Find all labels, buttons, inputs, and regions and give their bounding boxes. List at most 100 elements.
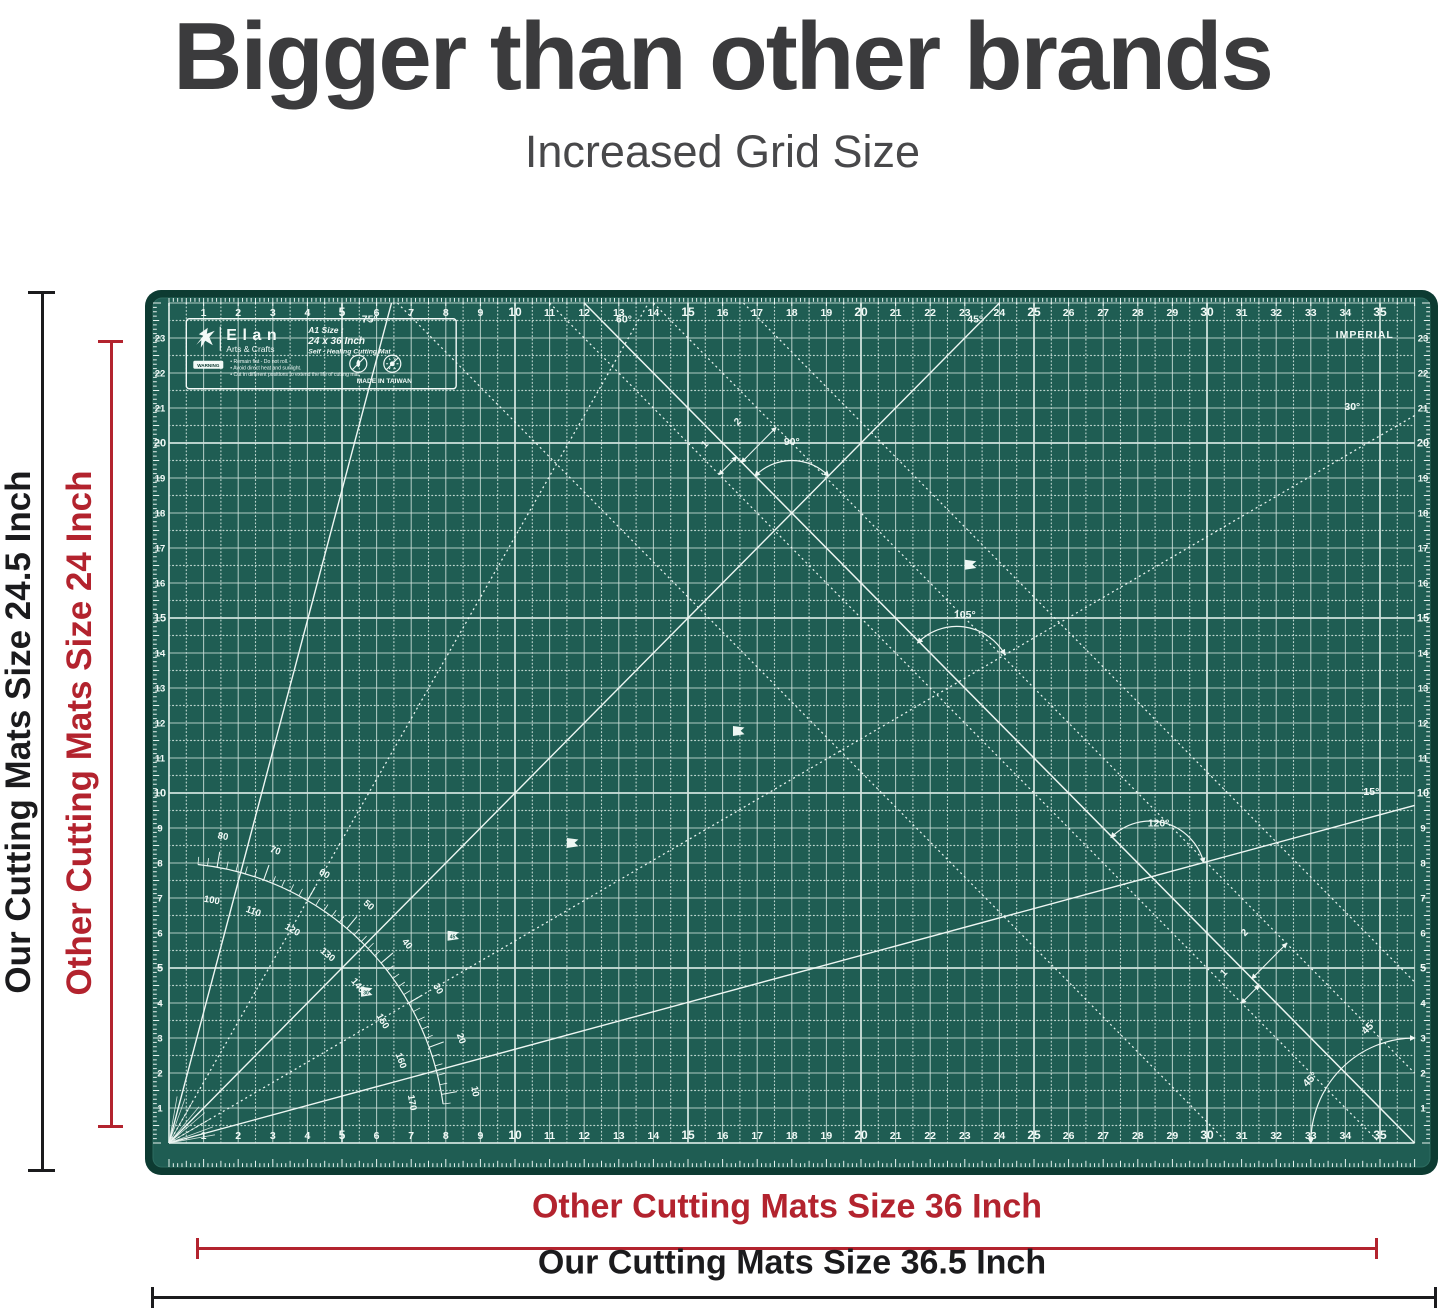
svg-text:21: 21 xyxy=(1418,404,1429,415)
svg-text:22: 22 xyxy=(1418,369,1429,380)
svg-text:Arts & Crafts: Arts & Crafts xyxy=(226,344,274,354)
svg-text:160: 160 xyxy=(393,1051,409,1070)
svg-text:25: 25 xyxy=(1027,1128,1041,1142)
angle-arc xyxy=(1307,1035,1416,1145)
page-subtitle: Increased Grid Size xyxy=(524,126,921,177)
measure-cap xyxy=(196,1238,199,1259)
svg-text:6: 6 xyxy=(157,929,162,940)
svg-text:A1 Size :: A1 Size : xyxy=(307,325,344,335)
measure-cap xyxy=(1375,1238,1378,1259)
svg-text:9: 9 xyxy=(1420,824,1425,835)
measure-line-vertical-black xyxy=(41,292,44,1171)
svg-text:28: 28 xyxy=(1132,1130,1144,1142)
svg-text:5: 5 xyxy=(339,1128,346,1142)
svg-text:31: 31 xyxy=(1236,1130,1248,1142)
svg-text:45: 45 xyxy=(450,934,456,940)
no-flame-icon xyxy=(349,354,368,373)
svg-text:24 x 36 Inch: 24 x 36 Inch xyxy=(307,336,365,347)
angle-rays xyxy=(168,302,1415,1144)
svg-text:8: 8 xyxy=(443,1130,449,1142)
svg-text:23: 23 xyxy=(959,1130,971,1142)
svg-text:Self - Healing Cutting Mat: Self - Healing Cutting Mat xyxy=(308,348,391,355)
svg-text:4: 4 xyxy=(304,307,310,319)
flag-icon xyxy=(964,559,977,571)
svg-text:29: 29 xyxy=(1167,307,1179,319)
flag-icon xyxy=(361,986,373,998)
measure-cap xyxy=(151,1287,154,1308)
svg-text:15: 15 xyxy=(681,1128,695,1142)
svg-text:22: 22 xyxy=(924,1130,936,1142)
svg-text:14: 14 xyxy=(1418,649,1429,660)
measure-label-other-width: Other Cutting Mats Size 36 Inch xyxy=(531,1187,1043,1226)
svg-text:27: 27 xyxy=(1097,307,1109,319)
svg-text:10: 10 xyxy=(468,1085,481,1097)
svg-text:7: 7 xyxy=(1420,894,1425,905)
svg-text:30: 30 xyxy=(430,982,445,997)
svg-text:20: 20 xyxy=(1417,438,1429,450)
svg-text:14: 14 xyxy=(648,1130,660,1142)
svg-text:110: 110 xyxy=(244,904,262,920)
svg-text:29: 29 xyxy=(1167,1130,1179,1142)
svg-text:18: 18 xyxy=(786,1130,798,1142)
svg-text:• Avoid direct heat and sunlig: • Avoid direct heat and sunlight. xyxy=(230,365,301,371)
measure-cap xyxy=(28,1169,55,1172)
ruler-numbers: 1 2 3 4 5 6 7 8 9 10 11 12 13 14 15 16 17 18 19 20 21 22 23 24 2… xyxy=(154,305,1429,1142)
flag-icon xyxy=(732,726,745,737)
svg-text:22: 22 xyxy=(924,307,936,319)
svg-text:21: 21 xyxy=(890,1130,902,1142)
measure-line-horizontal-black xyxy=(151,1296,1437,1299)
svg-text:13: 13 xyxy=(155,684,166,695)
flag-markers: 45 30 xyxy=(361,559,977,998)
svg-text:27: 27 xyxy=(1097,1130,1109,1142)
svg-text:1: 1 xyxy=(201,307,207,319)
svg-text:11: 11 xyxy=(544,1130,555,1142)
svg-text:3: 3 xyxy=(1420,1034,1425,1045)
svg-text:MADE IN TAIWAN: MADE IN TAIWAN xyxy=(357,378,412,385)
svg-text:17: 17 xyxy=(751,307,763,319)
svg-text:7: 7 xyxy=(408,307,414,319)
svg-text:6: 6 xyxy=(374,307,380,319)
svg-text:10: 10 xyxy=(1417,788,1429,800)
svg-text:19: 19 xyxy=(1418,474,1429,485)
svg-text:90°: 90° xyxy=(784,436,800,448)
svg-text:8: 8 xyxy=(443,307,449,319)
svg-text:Elan: Elan xyxy=(226,327,282,344)
measure-label-our-height: Our Cutting Mats Size 24.5 Inch xyxy=(0,470,38,994)
svg-text:70: 70 xyxy=(268,844,282,858)
svg-text:1: 1 xyxy=(201,1130,207,1142)
svg-text:21: 21 xyxy=(890,307,902,319)
page-title: Bigger than other brands xyxy=(173,3,1274,110)
svg-text:1: 1 xyxy=(157,1104,163,1115)
svg-text:19: 19 xyxy=(155,474,166,485)
ruler-ticks xyxy=(153,298,1430,1167)
svg-text:45°: 45° xyxy=(967,313,983,325)
svg-text:9: 9 xyxy=(157,824,162,835)
svg-text:35: 35 xyxy=(1373,305,1387,319)
svg-text:18: 18 xyxy=(786,307,798,319)
svg-text:13: 13 xyxy=(613,307,625,319)
svg-text:35: 35 xyxy=(1373,1128,1387,1142)
svg-text:17: 17 xyxy=(155,544,166,555)
cutting-mat: 1 2 3 4 5 6 7 8 9 10 11 12 13 14 15 16 17 18 19 20 21 22 23 24 2… xyxy=(145,290,1438,1175)
measure-cap xyxy=(28,291,55,294)
svg-text:20: 20 xyxy=(854,1128,868,1142)
svg-text:23: 23 xyxy=(155,334,166,345)
svg-text:WARNING: WARNING xyxy=(197,363,220,368)
svg-text:26: 26 xyxy=(1063,307,1075,319)
svg-text:15: 15 xyxy=(154,613,166,625)
svg-text:21: 21 xyxy=(155,404,166,415)
svg-text:14: 14 xyxy=(155,649,166,660)
svg-text:5: 5 xyxy=(1420,963,1426,975)
svg-text:12: 12 xyxy=(155,719,166,730)
svg-text:2: 2 xyxy=(157,1069,162,1080)
svg-text:26: 26 xyxy=(1063,1130,1075,1142)
svg-text:15°: 15° xyxy=(1363,786,1379,798)
svg-text:3: 3 xyxy=(157,1034,162,1045)
svg-text:30: 30 xyxy=(363,990,369,996)
svg-text:9: 9 xyxy=(477,1130,483,1142)
measure-label-other-height: Other Cutting Mats Size 24 Inch xyxy=(60,470,99,996)
svg-text:• Cut in different positions t: • Cut in different positions to extend t… xyxy=(230,372,360,378)
svg-text:7: 7 xyxy=(157,894,162,905)
